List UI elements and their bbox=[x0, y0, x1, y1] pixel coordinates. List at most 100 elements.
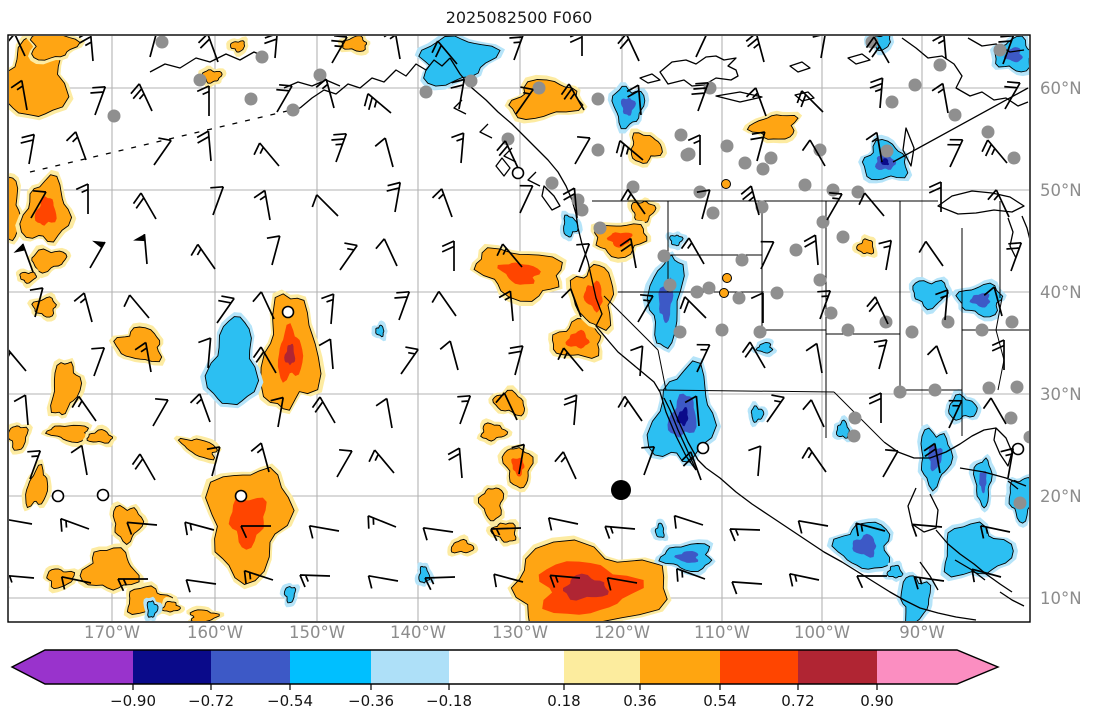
wind-barb bbox=[386, 181, 402, 213]
wind-barb bbox=[311, 396, 336, 424]
barb-shaft bbox=[9, 349, 27, 372]
lat-tick-label: 20°N bbox=[1040, 487, 1082, 506]
plot-title: 2025082500 F060 bbox=[446, 8, 593, 27]
wind-barb bbox=[878, 239, 893, 271]
station-dot bbox=[975, 323, 989, 337]
wind-barb bbox=[198, 337, 212, 369]
wind-barb bbox=[91, 346, 106, 377]
station-dot bbox=[879, 315, 893, 329]
wind-barb bbox=[20, 133, 36, 165]
wind-barb bbox=[515, 86, 534, 115]
coastline bbox=[789, 61, 811, 73]
wind-barb bbox=[981, 139, 1008, 164]
wind-barb bbox=[619, 237, 637, 269]
station-dot bbox=[928, 383, 942, 397]
coastline bbox=[541, 185, 561, 211]
barb-shaft bbox=[27, 449, 42, 480]
barb-shaft bbox=[451, 132, 465, 164]
coastline bbox=[1021, 215, 1029, 239]
barb-shaft bbox=[991, 339, 1005, 370]
wind-barb bbox=[266, 235, 281, 266]
negative-anomaly-region-inner-core bbox=[880, 158, 889, 166]
wind-barb bbox=[675, 567, 706, 582]
wind-barb bbox=[802, 399, 825, 428]
station-dot bbox=[715, 323, 729, 337]
wind-barb bbox=[133, 234, 148, 265]
wind-barb bbox=[253, 189, 271, 221]
barb-shaft bbox=[947, 138, 964, 168]
wind-barb bbox=[10, 79, 28, 111]
station-dot bbox=[755, 200, 769, 214]
barb-shaft bbox=[745, 87, 767, 117]
wind-barb bbox=[803, 234, 819, 266]
positive-anomaly-region bbox=[44, 424, 91, 444]
wind-barb bbox=[75, 183, 89, 214]
barb-shaft bbox=[431, 40, 458, 65]
coastline bbox=[149, 51, 269, 73]
barb-shaft bbox=[928, 181, 942, 212]
barb-shaft bbox=[549, 574, 581, 588]
colorbar-segment bbox=[640, 650, 720, 684]
barb-shaft bbox=[123, 294, 150, 319]
barb-shaft bbox=[696, 189, 711, 220]
wind-barb bbox=[748, 445, 762, 477]
station-dot bbox=[981, 125, 995, 139]
barb-shaft bbox=[745, 36, 765, 63]
barb-shaft bbox=[926, 345, 948, 375]
station-dot bbox=[813, 273, 827, 287]
wind-barb bbox=[856, 575, 887, 589]
barb-shaft bbox=[13, 394, 29, 426]
coastline bbox=[907, 487, 939, 533]
wind-barb bbox=[339, 242, 358, 271]
station-dot bbox=[593, 221, 607, 235]
station-dot bbox=[1004, 411, 1018, 425]
positive-anomaly-region bbox=[31, 248, 68, 274]
barb-shaft bbox=[750, 292, 764, 323]
barb-shaft bbox=[318, 338, 334, 370]
station-dot bbox=[244, 92, 258, 106]
coastline bbox=[283, 79, 341, 89]
wind-barb bbox=[750, 292, 764, 323]
barb-shaft bbox=[190, 243, 216, 270]
wind-barb bbox=[498, 290, 514, 322]
coastline bbox=[1007, 217, 1017, 259]
wind-barb bbox=[557, 347, 584, 372]
wind-barb bbox=[1004, 80, 1021, 110]
barb-shaft bbox=[801, 446, 827, 473]
barb-shaft bbox=[740, 185, 760, 216]
wind-barb bbox=[620, 188, 646, 215]
barb-shaft bbox=[91, 346, 106, 377]
barb-shaft bbox=[615, 140, 644, 161]
negative-anomaly-region bbox=[204, 316, 260, 406]
station-dot bbox=[735, 253, 749, 267]
wind-barb bbox=[383, 36, 401, 60]
barb-shaft bbox=[882, 448, 899, 478]
lon-tick-label: 120°W bbox=[594, 623, 650, 642]
wind-barb bbox=[70, 444, 88, 476]
barb-shaft bbox=[519, 184, 534, 214]
wind-barb bbox=[615, 140, 644, 161]
wind-barb bbox=[299, 574, 331, 588]
station-dot bbox=[591, 92, 605, 106]
barb-shaft bbox=[797, 519, 829, 534]
barb-shaft bbox=[264, 36, 278, 59]
wind-barb bbox=[935, 289, 949, 321]
barb-shaft bbox=[130, 83, 153, 112]
station-dot bbox=[893, 385, 907, 399]
wind-barb bbox=[740, 185, 760, 216]
positive-anomaly-region bbox=[161, 601, 181, 613]
station-dot bbox=[732, 291, 746, 305]
station-dot bbox=[575, 203, 589, 217]
wind-barb bbox=[90, 85, 107, 116]
wind-barb bbox=[1006, 241, 1023, 272]
wind-barb bbox=[983, 286, 1003, 317]
wind-barb bbox=[696, 189, 711, 220]
barb-shaft bbox=[687, 134, 701, 165]
wind-barb bbox=[60, 575, 92, 590]
barb-shaft bbox=[696, 343, 711, 373]
barb-shaft bbox=[812, 36, 826, 59]
barb-shaft bbox=[367, 574, 399, 589]
barb-shaft bbox=[143, 234, 148, 265]
barb-shaft bbox=[617, 395, 643, 422]
barb-shaft bbox=[619, 237, 637, 269]
